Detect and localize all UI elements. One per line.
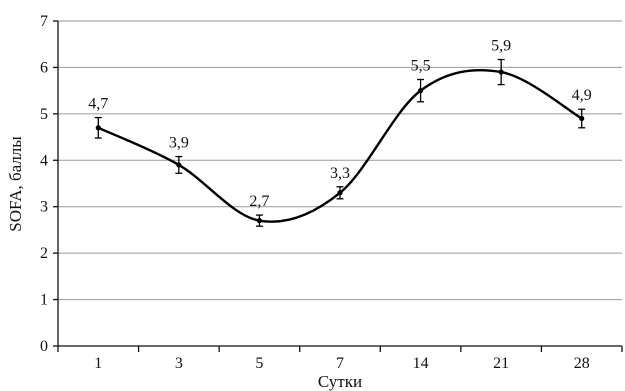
data-label-3: 3,9: [169, 135, 189, 152]
data-point-14: [417, 88, 424, 94]
x-axis-title: Сутки: [318, 372, 362, 391]
y-tick-label-1: 1: [40, 292, 48, 309]
x-tick-label-5: 5: [255, 355, 263, 372]
x-tick-group: 1 3 5 7 14 21 28: [57, 346, 623, 372]
data-label-14: 5,5: [411, 58, 431, 75]
data-label-5: 2,7: [249, 193, 269, 210]
y-tick-label-3: 3: [40, 199, 48, 216]
data-points: [95, 69, 585, 224]
x-tick-label-28: 28: [574, 355, 590, 372]
data-point-5: [256, 218, 263, 224]
data-point-21: [498, 69, 504, 75]
x-tick-label-1: 1: [94, 355, 102, 372]
y-tick-label-2: 2: [40, 245, 48, 262]
y-tick-label-5: 5: [40, 106, 48, 123]
axes: [57, 21, 622, 347]
data-point-7: [337, 190, 343, 196]
data-label-28: 4,9: [572, 87, 592, 104]
x-tick-label-21: 21: [493, 355, 509, 372]
x-tick-label-14: 14: [413, 355, 429, 372]
grid-lines: [58, 20, 622, 301]
x-tick-label-3: 3: [175, 355, 183, 372]
data-labels: 4,7 3,9 2,7 3,3 5,5 5,9 4,9: [88, 38, 591, 211]
error-bars: [94, 58, 586, 227]
x-tick-label-7: 7: [336, 355, 344, 372]
data-point-1: [95, 125, 101, 131]
y-axis-title: SOFA, баллы: [6, 136, 25, 232]
y-tick-label-0: 0: [40, 338, 48, 355]
data-point-3: [176, 162, 182, 168]
y-tick-label-7: 7: [40, 13, 48, 30]
y-tick-label-4: 4: [40, 152, 48, 169]
data-label-7: 3,3: [330, 165, 350, 182]
data-point-28: [579, 115, 585, 122]
data-label-1: 4,7: [88, 96, 108, 113]
y-tick-label-6: 6: [40, 59, 48, 76]
y-tick-group: 0 1 2 3 4 5 6 7: [40, 13, 58, 355]
data-label-21: 5,9: [491, 38, 511, 55]
